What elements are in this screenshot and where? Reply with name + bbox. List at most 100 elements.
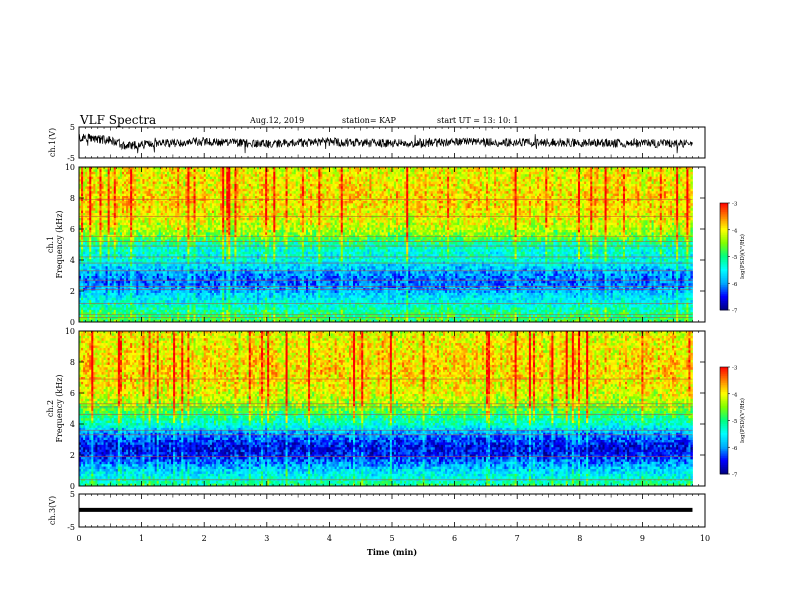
colorbar-step [720, 418, 728, 421]
colorbar-label: log(PSD)(V²/Hz) [739, 234, 746, 279]
y-tick-label: 10 [65, 163, 75, 172]
colorbar-step [720, 388, 728, 391]
colorbar-step [720, 263, 728, 266]
colorbar-step [720, 393, 728, 396]
colorbar-step [720, 268, 728, 272]
colorbar-step [720, 238, 728, 241]
colorbar-step [720, 279, 728, 282]
colorbar-step [720, 381, 728, 384]
colorbar-step [720, 301, 728, 304]
colorbar-step [720, 468, 728, 471]
colorbar-step [720, 408, 728, 411]
y-axis-label: ch.1Frequency (kHz) [46, 210, 64, 278]
colorbar-step [720, 413, 728, 416]
colorbar-step [720, 292, 728, 295]
y-axis-label: ch.2Frequency (kHz) [46, 374, 64, 442]
y-tick-label: 2 [70, 451, 75, 460]
colorbar-step [720, 267, 728, 270]
colorbar-step [720, 261, 728, 265]
spectrogram-cells [79, 167, 693, 323]
colorbar-step [720, 431, 728, 434]
colorbar-tick-label: -4 [732, 392, 738, 398]
colorbar-step [720, 302, 728, 306]
colorbar-step [720, 440, 728, 443]
colorbar-step [720, 375, 728, 379]
y-tick-label: -5 [67, 154, 75, 163]
y-axis-label: ch.1(V) [48, 128, 57, 157]
colorbar-label: log(PSD)(V²/Hz) [739, 398, 746, 443]
colorbar-tick-label: -3 [732, 366, 738, 372]
colorbar-step [720, 472, 728, 475]
figure-title: VLF Spectra [79, 113, 156, 127]
start-time-label: start UT = 13: 10: 1 [437, 116, 518, 125]
colorbar-step [720, 377, 728, 380]
colorbar-step [720, 461, 728, 464]
colorbar-tick-label: -6 [732, 282, 738, 288]
colorbar-step [720, 379, 728, 382]
y-tick-label: 8 [70, 358, 75, 367]
time-axis: 0 1 2 3 4 5 6 7 8 9 10 Time (min) [76, 534, 710, 557]
colorbar-step [720, 370, 728, 373]
colorbar-step [720, 227, 728, 231]
colorbar-step [720, 226, 728, 229]
colorbar-step [720, 293, 728, 297]
colorbar-step [720, 441, 728, 445]
y-axis-label: ch.3(V) [48, 496, 57, 525]
colorbar-step [720, 242, 728, 245]
colorbar-tick-label: -7 [732, 309, 738, 315]
colorbar-step [720, 454, 728, 457]
colorbar-tick-label: -5 [732, 255, 738, 261]
colorbar-step [720, 244, 728, 247]
x-tick-label: 0 [76, 534, 81, 543]
colorbar-step [720, 429, 728, 432]
y-tick-label: 6 [70, 389, 75, 398]
colorbar-step [720, 286, 728, 289]
colorbar-step [720, 224, 728, 227]
x-tick-label: 4 [327, 534, 332, 543]
colorbar-step [720, 213, 728, 216]
colorbar-step [720, 258, 728, 261]
colorbar-step [720, 208, 728, 211]
x-tick-label: 3 [264, 534, 269, 543]
colorbar-step [720, 306, 728, 309]
x-tick-label: 1 [139, 534, 144, 543]
colorbar-step [720, 409, 728, 412]
colorbar-step [720, 222, 728, 225]
colorbar-step [720, 219, 728, 222]
colorbar-step [720, 215, 728, 218]
colorbar-step [720, 420, 728, 423]
colorbar-step [720, 206, 728, 209]
colorbar-step [720, 422, 728, 425]
x-tick-label: 7 [515, 534, 520, 543]
colorbar-step [720, 436, 728, 439]
colorbar-step [720, 383, 728, 386]
colorbar-step [720, 399, 728, 402]
colorbar-step [720, 390, 728, 393]
colorbar-step [720, 290, 728, 293]
colorbar-step [720, 470, 728, 473]
colorbar-tick-label: -4 [732, 228, 738, 234]
colorbar-step [720, 308, 728, 311]
ch1-waveform-panel: 5 -5 ch.1(V) [48, 123, 706, 163]
colorbar-step [720, 272, 728, 275]
colorbar-step [720, 211, 728, 215]
colorbar-step [720, 424, 728, 427]
colorbar-step [720, 265, 728, 268]
ch1-colorbar: -3 -4 -5 -6 -7 log(PSD)(V²/Hz) [719, 202, 746, 315]
colorbar-step [720, 256, 728, 259]
colorbar-step [720, 210, 728, 213]
x-tick-label: 9 [640, 534, 645, 543]
colorbar-tick-label: -7 [732, 473, 738, 479]
colorbar-step [720, 229, 728, 232]
colorbar-step [720, 400, 728, 404]
colorbar-step [720, 406, 728, 409]
colorbar-step [720, 384, 728, 388]
ch1-spectrogram-panel: 0 2 4 6 8 10 ch.1Frequency (kHz) [46, 163, 706, 327]
y-tick-label: 10 [65, 327, 75, 336]
colorbar-step [720, 456, 728, 459]
colorbar-step [720, 402, 728, 405]
colorbar-step [720, 391, 728, 395]
colorbar-step [720, 427, 728, 430]
ch1-waveform-trace [78, 133, 693, 154]
colorbar-step [720, 288, 728, 291]
